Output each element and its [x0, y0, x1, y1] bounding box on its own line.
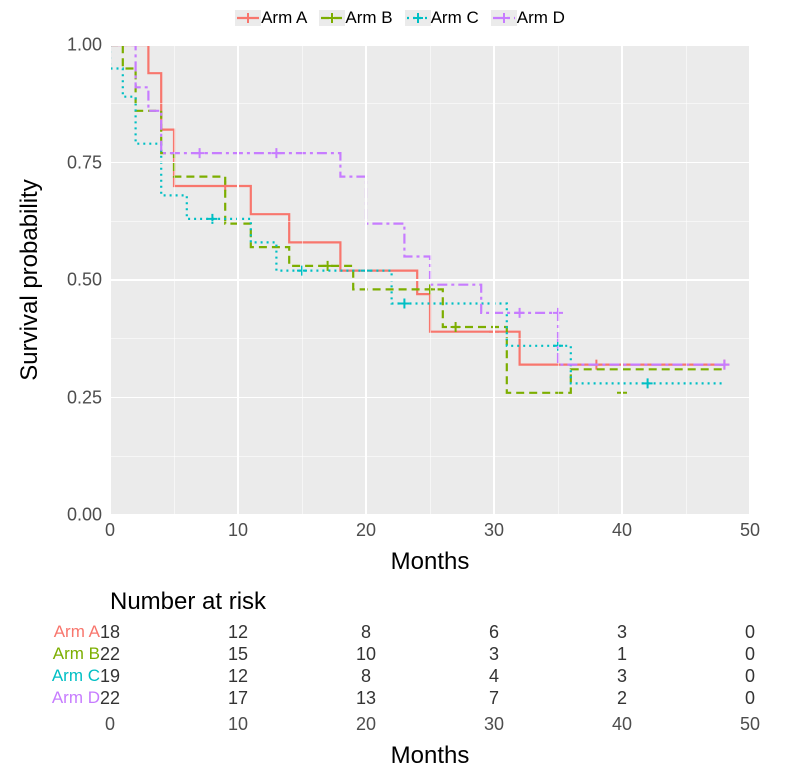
risk-cell: 2	[617, 688, 627, 709]
legend-item: Arm B	[319, 8, 392, 28]
risk-cell: 15	[228, 644, 248, 665]
risk-cell: 12	[228, 666, 248, 687]
censor-mark	[451, 322, 461, 332]
censor-mark	[399, 299, 409, 309]
grid-line-v-minor	[302, 45, 303, 515]
y-tick-label: 0.00	[67, 505, 102, 526]
censor-mark	[643, 378, 653, 388]
censor-mark	[195, 148, 205, 158]
grid-line-v-minor	[430, 45, 431, 515]
risk-cell: 0	[745, 622, 755, 643]
risk-x-tick-label: 50	[740, 714, 760, 735]
grid-line-v	[237, 45, 238, 515]
risk-cell: 6	[489, 622, 499, 643]
series-arm-a	[110, 45, 724, 365]
legend-label: Arm A	[261, 8, 307, 28]
legend-label: Arm B	[345, 8, 392, 28]
x-tick-label: 40	[612, 520, 632, 541]
risk-x-tick-label: 0	[105, 714, 115, 735]
risk-x-axis-title: Months	[391, 742, 470, 770]
risk-cell: 18	[100, 622, 120, 643]
risk-row-label: Arm A	[10, 622, 100, 642]
censor-mark	[207, 214, 217, 224]
y-tick-label: 0.50	[67, 270, 102, 291]
legend-swatch	[235, 10, 261, 26]
risk-cell: 19	[100, 666, 120, 687]
risk-cell: 10	[356, 644, 376, 665]
series-arm-d	[110, 45, 724, 365]
grid-line-v	[109, 45, 110, 515]
x-tick-label: 30	[484, 520, 504, 541]
x-tick-label: 10	[228, 520, 248, 541]
risk-cell: 12	[228, 622, 248, 643]
risk-cell: 4	[489, 666, 499, 687]
grid-line-v	[365, 45, 366, 515]
risk-cell: 13	[356, 688, 376, 709]
legend-item: Arm A	[235, 8, 307, 28]
grid-line-v	[621, 45, 622, 515]
risk-cell: 0	[745, 688, 755, 709]
risk-x-tick-label: 30	[484, 714, 504, 735]
censor-mark	[515, 308, 525, 318]
grid-line-v-minor	[558, 45, 559, 515]
censor-mark	[323, 261, 333, 271]
legend: Arm A Arm B Arm C Arm D	[0, 8, 800, 31]
plot-panel	[110, 45, 750, 515]
risk-cell: 3	[617, 666, 627, 687]
series-arm-b	[110, 45, 724, 393]
risk-cell: 7	[489, 688, 499, 709]
risk-row-label: Arm C	[10, 666, 100, 686]
grid-line-v	[493, 45, 494, 515]
censor-mark	[719, 360, 729, 370]
x-tick-label: 50	[740, 520, 760, 541]
grid-line-v-minor	[174, 45, 175, 515]
legend-item: Arm C	[405, 8, 479, 28]
legend-item: Arm D	[491, 8, 565, 28]
risk-cell: 3	[617, 622, 627, 643]
legend-swatch	[319, 10, 345, 26]
y-tick-label: 1.00	[67, 35, 102, 56]
censor-mark	[271, 148, 281, 158]
risk-cell: 8	[361, 622, 371, 643]
risk-x-tick-label: 20	[356, 714, 376, 735]
y-axis-title: Survival probability	[16, 179, 44, 380]
risk-x-tick-label: 40	[612, 714, 632, 735]
risk-cell: 8	[361, 666, 371, 687]
risk-cell: 1	[617, 644, 627, 665]
x-axis-title: Months	[391, 548, 470, 576]
series-arm-c	[110, 45, 724, 383]
risk-cell: 22	[100, 688, 120, 709]
legend-label: Arm D	[517, 8, 565, 28]
legend-swatch	[491, 10, 517, 26]
risk-cell: 17	[228, 688, 248, 709]
risk-row-label: Arm D	[10, 688, 100, 708]
risk-cell: 0	[745, 666, 755, 687]
risk-cell: 0	[745, 644, 755, 665]
risk-x-tick-label: 10	[228, 714, 248, 735]
grid-line-v-minor	[686, 45, 687, 515]
risk-row-label: Arm B	[10, 644, 100, 664]
risk-table-title: Number at risk	[110, 588, 266, 616]
legend-label: Arm C	[431, 8, 479, 28]
y-tick-label: 0.75	[67, 152, 102, 173]
km-figure: Arm AArm BArm CArm D Survival probabilit…	[0, 0, 800, 779]
risk-cell: 3	[489, 644, 499, 665]
legend-swatch	[405, 10, 431, 26]
y-tick-label: 0.25	[67, 387, 102, 408]
grid-line-v	[749, 45, 750, 515]
x-tick-label: 0	[105, 520, 115, 541]
risk-cell: 22	[100, 644, 120, 665]
x-tick-label: 20	[356, 520, 376, 541]
